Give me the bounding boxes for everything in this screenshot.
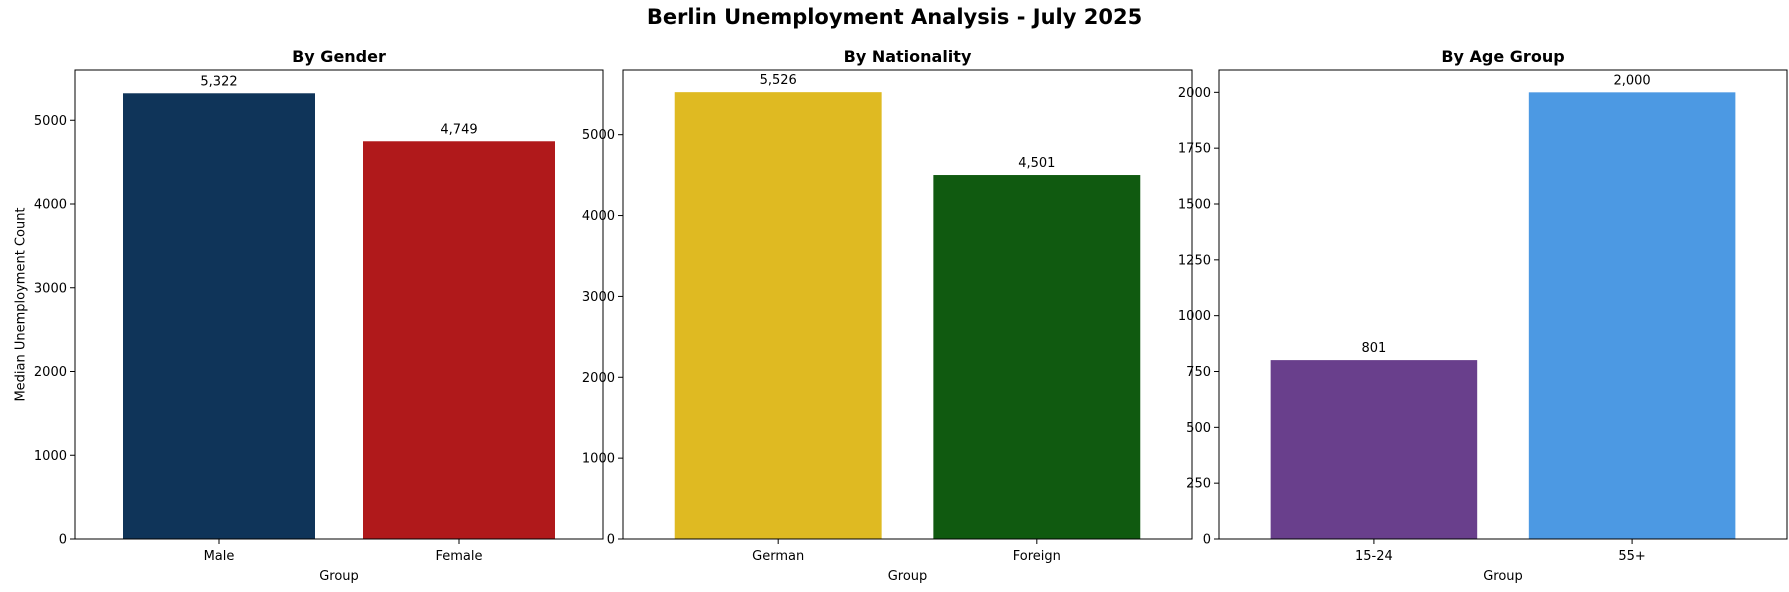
y-tick-label: 0 xyxy=(607,533,615,548)
bar xyxy=(674,92,882,539)
bar-value-label: 2,000 xyxy=(1613,73,1650,88)
y-tick-label: 2000 xyxy=(1178,86,1211,101)
x-tick-label: Female xyxy=(435,549,482,564)
chart-panel-3: 801 15-24 2,000 55+ 0 250 500 750 1000 1250 1500 17… xyxy=(1178,47,1788,584)
bar-value-label: 4,749 xyxy=(440,122,477,137)
y-axis-label: Median Unemployment Count xyxy=(14,207,29,401)
y-tick-label: 1750 xyxy=(1178,142,1211,157)
bar-value-label: 5,322 xyxy=(200,74,237,89)
y-tick-label: 1000 xyxy=(582,452,615,467)
chart-panel-2: 5,526 German 4,501 Foreign 0 1000 2000 3000 4000… xyxy=(582,47,1193,584)
bar xyxy=(933,175,1141,540)
x-tick-label: Male xyxy=(204,549,235,564)
y-tick-label: 5000 xyxy=(34,114,67,129)
bar-value-label: 4,501 xyxy=(1018,156,1055,171)
panel-title: By Nationality xyxy=(844,47,972,66)
x-axis-label: Group xyxy=(888,569,928,584)
y-tick-label: 0 xyxy=(59,533,67,548)
y-tick-label: 4000 xyxy=(582,209,615,224)
bar xyxy=(363,141,555,539)
x-tick-label: German xyxy=(752,549,804,564)
y-tick-label: 5000 xyxy=(582,128,615,143)
y-tick-label: 4000 xyxy=(34,198,67,213)
chart-panel-1: 5,322 Male 4,749 Female 0 1000 2000 3000 4000 500… xyxy=(14,47,604,584)
y-tick-label: 1000 xyxy=(1178,309,1211,324)
bar xyxy=(123,93,315,539)
y-tick-label: 1500 xyxy=(1178,198,1211,213)
y-tick-label: 3000 xyxy=(34,281,67,296)
y-tick-label: 0 xyxy=(1203,533,1211,548)
x-tick-label: 15-24 xyxy=(1355,549,1393,564)
x-tick-label: Foreign xyxy=(1013,549,1061,564)
x-axis-label: Group xyxy=(1483,569,1523,584)
bar xyxy=(1528,92,1736,539)
y-tick-label: 250 xyxy=(1186,477,1211,492)
bar-value-label: 801 xyxy=(1361,341,1386,356)
plot-frame xyxy=(74,69,604,540)
plot-frame xyxy=(622,69,1193,540)
bar-value-label: 5,526 xyxy=(760,73,797,88)
plot-frame xyxy=(1218,69,1788,540)
y-tick-label: 2000 xyxy=(582,371,615,386)
y-tick-label: 2000 xyxy=(34,365,67,380)
y-tick-label: 1000 xyxy=(34,449,67,464)
x-tick-label: 55+ xyxy=(1618,549,1645,564)
x-axis-label: Group xyxy=(319,569,359,584)
panel-title: By Gender xyxy=(292,47,386,66)
bar xyxy=(1270,360,1478,539)
y-tick-label: 750 xyxy=(1186,365,1211,380)
panel-title: By Age Group xyxy=(1441,47,1564,66)
y-tick-label: 3000 xyxy=(582,290,615,305)
y-tick-label: 500 xyxy=(1186,421,1211,436)
chart-suptitle: Berlin Unemployment Analysis - July 2025 xyxy=(646,5,1143,29)
y-tick-label: 1250 xyxy=(1178,253,1211,268)
